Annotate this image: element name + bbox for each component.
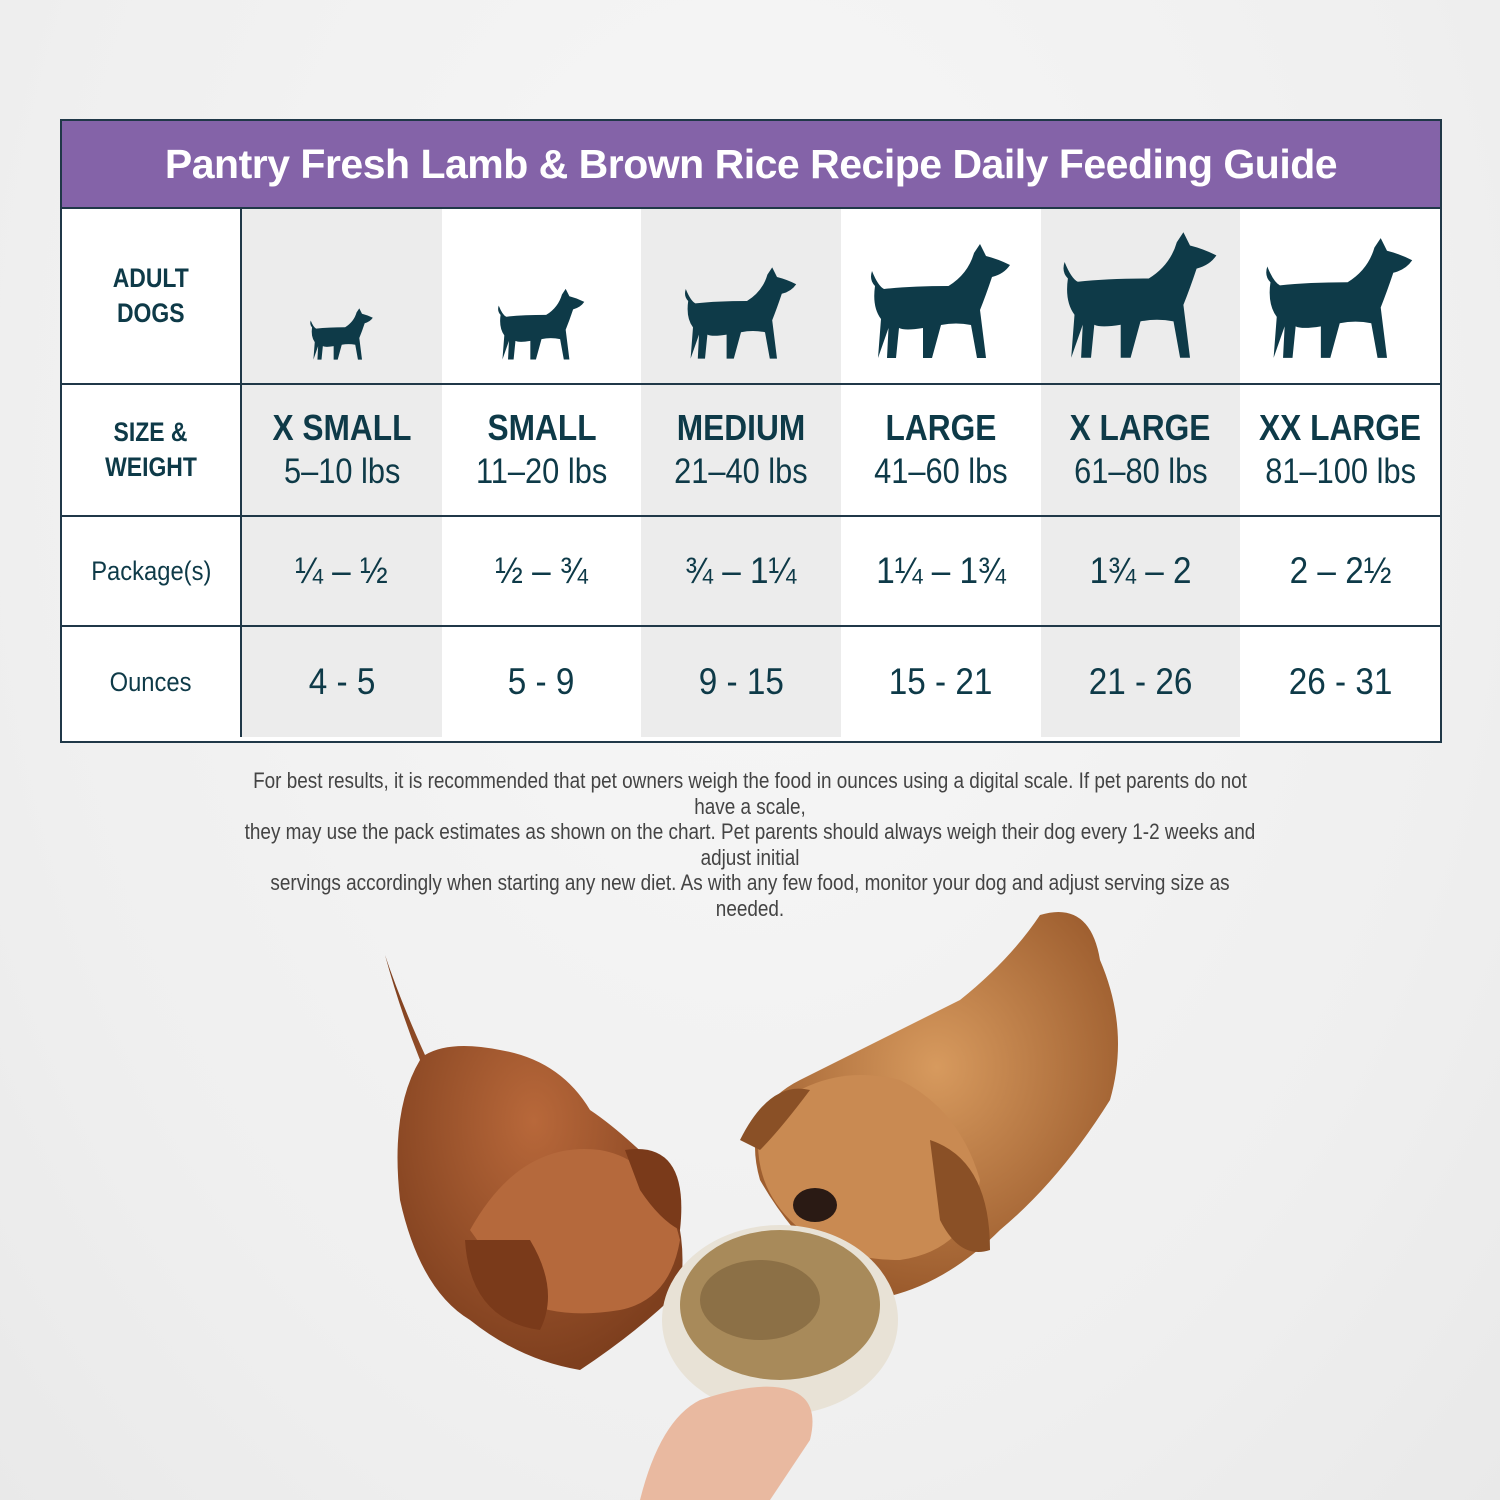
french-bulldog-silhouette-icon (498, 288, 585, 360)
ounces-value: 5 - 9 (508, 661, 575, 702)
label-line: DOGS (117, 298, 185, 328)
chihuahua-silhouette-icon (310, 308, 373, 360)
dogs-eating-photo (385, 912, 1118, 1500)
packages-value: ¼ – ½ (295, 550, 389, 591)
guide-title: Pantry Fresh Lamb & Brown Rice Recipe Da… (164, 140, 1338, 187)
ounces-label: Ounces (62, 627, 242, 737)
packages-cell: 1¾ – 2 (1040, 517, 1241, 627)
size-weight: 81–100 lbs (1264, 452, 1416, 491)
label-line: SIZE & (114, 417, 188, 447)
feeding-note: For best results, it is recommended that… (234, 768, 1266, 921)
ounces-cell: 5 - 9 (442, 627, 642, 737)
dog-icon-cell (1240, 209, 1440, 385)
size-name: MEDIUM (676, 407, 806, 448)
note-line: servings accordingly when starting any n… (270, 870, 1230, 921)
label-text: Package(s) (90, 555, 212, 586)
size-cell: MEDIUM 21–40 lbs (641, 385, 841, 517)
golden-dog (740, 912, 1118, 1300)
packages-cell: 1¼ – 1¾ (841, 517, 1041, 627)
ounces-cell: 4 - 5 (242, 627, 442, 737)
packages-value: ¾ – 1¼ (685, 550, 797, 591)
packages-value: 1¼ – 1¾ (876, 550, 1006, 591)
packages-value: ½ – ¾ (495, 550, 588, 591)
packages-cell: 2 – 2½ (1240, 517, 1440, 627)
size-cell: LARGE 41–60 lbs (841, 385, 1041, 517)
packages-label: Package(s) (62, 517, 242, 627)
size-weight: 21–40 lbs (674, 452, 808, 491)
label-line: WEIGHT (105, 452, 197, 482)
ounces-value: 4 - 5 (308, 661, 376, 702)
note-line: For best results, it is recommended that… (253, 768, 1247, 819)
ounces-value: 21 - 26 (1088, 661, 1193, 702)
dog-icon-cell (1040, 209, 1241, 385)
packages-cell: ¼ – ½ (242, 517, 442, 627)
dog-icon-cell (841, 209, 1041, 385)
size-cell: X LARGE 61–80 lbs (1040, 385, 1241, 517)
packages-value: 2 – 2½ (1289, 550, 1392, 591)
size-weight-label: SIZE & WEIGHT (62, 385, 242, 517)
packages-cell: ¾ – 1¼ (641, 517, 841, 627)
packages-value: 1¾ – 2 (1089, 550, 1192, 591)
feeding-guide-table: Pantry Fresh Lamb & Brown Rice Recipe Da… (60, 119, 1442, 743)
adult-dogs-label: ADULT DOGS (62, 209, 242, 385)
dachshund (385, 955, 683, 1370)
size-cell: X SMALL 5–10 lbs (242, 385, 442, 517)
ounces-value: 15 - 21 (888, 661, 993, 702)
ounces-value: 9 - 15 (698, 661, 784, 702)
title-bar: Pantry Fresh Lamb & Brown Rice Recipe Da… (62, 121, 1440, 209)
retriever-silhouette-icon (870, 244, 1010, 358)
great-dane-silhouette-icon (1266, 238, 1413, 358)
size-name: XX LARGE (1259, 407, 1422, 448)
size-name: LARGE (885, 407, 997, 448)
food-bowl (662, 1225, 898, 1415)
hand (640, 1386, 813, 1500)
dog-icon-cell (242, 209, 442, 385)
medium-dog-silhouette-icon (685, 267, 797, 359)
ounces-cell: 9 - 15 (641, 627, 841, 737)
feeding-grid: ADULT DOGS SIZE & WEIGHT X SMALL 5–10 lbs SM… (62, 209, 1440, 737)
dog-icon-cell (641, 209, 841, 385)
ounces-cell: 26 - 31 (1240, 627, 1440, 737)
shepherd-silhouette-icon (1063, 232, 1217, 358)
size-name: SMALL (486, 407, 597, 448)
size-weight: 41–60 lbs (874, 452, 1008, 491)
size-name: X SMALL (272, 407, 412, 448)
size-cell: XX LARGE 81–100 lbs (1240, 385, 1440, 517)
size-cell: SMALL 11–20 lbs (441, 385, 642, 517)
packages-cell: ½ – ¾ (441, 517, 642, 627)
label-text: Ounces (110, 666, 192, 697)
note-line: they may use the pack estimates as shown… (244, 819, 1256, 870)
ounces-value: 26 - 31 (1288, 661, 1393, 702)
ounces-cell: 15 - 21 (841, 627, 1041, 737)
dog-icon-cell (441, 209, 642, 385)
ounces-cell: 21 - 26 (1040, 627, 1241, 737)
label-line: ADULT (112, 263, 190, 293)
size-weight: 61–80 lbs (1073, 452, 1208, 491)
size-name: X LARGE (1070, 407, 1211, 448)
size-weight: 5–10 lbs (283, 452, 401, 491)
size-weight: 11–20 lbs (475, 452, 608, 491)
